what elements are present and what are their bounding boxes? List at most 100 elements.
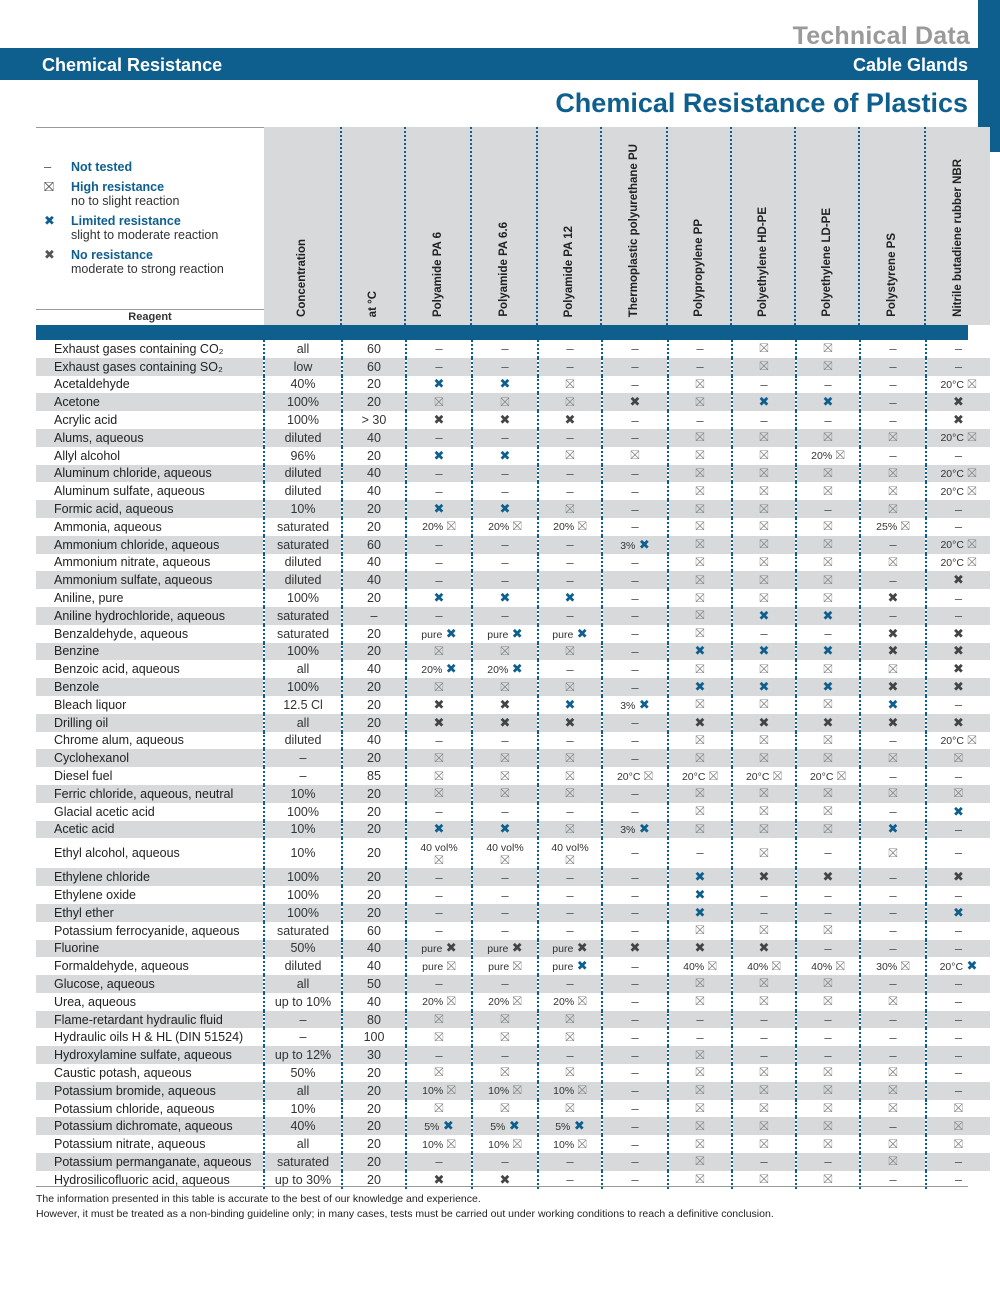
- high-resistance-icon: ⛝: [695, 732, 705, 747]
- no-resistance-icon: ✖: [445, 940, 457, 956]
- high-resistance-icon: ⛝: [759, 976, 769, 991]
- not-tested-icon: –: [435, 804, 443, 820]
- no-resistance-icon: ✖: [433, 1171, 445, 1187]
- no-resistance-icon: ✖: [511, 940, 523, 956]
- not-tested-icon: –: [889, 1029, 897, 1045]
- resistance-cell: ✖: [668, 903, 733, 922]
- resistance-cell: ⛝: [472, 393, 539, 412]
- reagent-name: Aniline, pure: [36, 589, 265, 607]
- resistance-cell: ⛝: [796, 517, 861, 536]
- not-tested-icon: –: [435, 1047, 443, 1063]
- resistance-cell: –: [406, 571, 473, 590]
- reagent-name: Aniline hydrochloride, aqueous: [36, 606, 265, 625]
- resistance-cell: ⛝: [796, 1064, 861, 1082]
- resistance-cell: –: [796, 1028, 861, 1047]
- table-row: Ferric chloride, aqueous, neutral 10% 20 ⛝ ⛝…: [36, 784, 990, 803]
- resistance-cell: 20% ⛝: [472, 517, 539, 536]
- temperature: 20: [342, 903, 407, 922]
- limited-resistance-icon: ✖: [433, 821, 445, 837]
- no-resistance-icon: ✖: [564, 714, 576, 730]
- resistance-cell: ⛝: [472, 642, 539, 661]
- resistance-cell: –: [860, 340, 927, 358]
- resistance-cell: ⛝: [538, 820, 603, 839]
- resistance-cell: –: [796, 939, 861, 958]
- temperature: 20: [342, 446, 407, 465]
- high-resistance-icon: ⛝: [695, 923, 705, 938]
- high-resistance-icon: ⛝: [888, 846, 898, 861]
- resistance-cell: ✖: [668, 868, 733, 887]
- reagent-name: Caustic potash, aqueous: [36, 1064, 265, 1082]
- high-resistance-icon: ⛝: [836, 768, 847, 783]
- resistance-cell: –: [926, 1171, 990, 1189]
- not-tested-icon: –: [566, 661, 574, 677]
- concentration: 50%: [264, 939, 343, 958]
- not-tested-icon: –: [696, 1012, 704, 1028]
- section-title: Technical Data: [792, 22, 970, 50]
- not-tested-icon: –: [824, 1012, 832, 1028]
- resistance-cell: ⛝: [538, 678, 603, 696]
- resistance-cell: –: [602, 1153, 669, 1171]
- side-tab: [978, 0, 1000, 152]
- resistance-cell: ⛝: [732, 1064, 797, 1082]
- resistance-cell: 5% ✖: [406, 1117, 473, 1136]
- high-resistance-icon: ⛝: [695, 572, 705, 587]
- condition-note: 20%: [421, 664, 443, 677]
- not-tested-icon: –: [954, 519, 963, 535]
- limited-resistance-icon: ✖: [499, 447, 511, 463]
- high-resistance-icon: ⛝: [695, 804, 705, 819]
- resistance-cell: ⛝: [406, 784, 473, 803]
- reagent-name: Drilling oil: [36, 713, 265, 732]
- concentration: up to 30%: [264, 1170, 343, 1189]
- resistance-cell: –: [406, 340, 473, 358]
- table-row: Bleach liquor 12.5 Cl 20 ✖ ✖ ✖ 3% ✖ ⛝ ⛝ ⛝ ✖ –: [36, 695, 990, 714]
- limited-resistance-icon: ✖: [758, 607, 770, 623]
- resistance-cell: 10% ⛝: [538, 1081, 603, 1100]
- concentration: all: [264, 713, 343, 732]
- resistance-cell: –: [926, 886, 990, 904]
- limited-resistance-icon: ✖: [499, 376, 511, 392]
- resistance-cell: –: [926, 939, 990, 958]
- reagent-name: Bleach liquor: [36, 695, 265, 714]
- resistance-cell: –: [602, 428, 669, 447]
- resistance-cell: –: [860, 1117, 927, 1136]
- high-resistance-icon: ⛝: [888, 1136, 898, 1151]
- limited-resistance-icon: ✖: [442, 1118, 454, 1134]
- high-resistance-icon: ⛝: [565, 376, 575, 391]
- concentration: 10%: [264, 1099, 343, 1118]
- high-resistance-icon: ⛝: [565, 786, 575, 801]
- high-resistance-icon: ⛝: [888, 750, 898, 765]
- legend-title: High resistance: [71, 180, 165, 194]
- no-resistance-icon: ✖: [433, 714, 445, 730]
- resistance-cell: ⛝: [860, 1064, 927, 1082]
- resistance-cell: –: [926, 767, 990, 785]
- table-row: Ethylene chloride 100% 20 – – – – ✖ ✖ ✖ – ✖: [36, 868, 990, 887]
- resistance-cell: ✖: [860, 820, 927, 839]
- high-resistance-icon: ⛝: [888, 786, 898, 801]
- resistance-cell: 3% ✖: [602, 535, 669, 554]
- not-tested-icon: –: [631, 1154, 639, 1170]
- resistance-cell: ⛝: [732, 838, 797, 869]
- not-tested-icon: –: [435, 359, 443, 375]
- table-row: Ammonium sulfate, aqueous diluted 40 – – – – ⛝ ⛝…: [36, 571, 990, 590]
- temperature: 40: [342, 939, 407, 958]
- resistance-cell: 20°C ⛝: [732, 767, 797, 785]
- resistance-cell: pure ✖: [472, 624, 539, 643]
- resistance-cell: –: [602, 464, 669, 483]
- resistance-cell: ⛝: [796, 1170, 861, 1189]
- resistance-cell: ⛝: [796, 464, 861, 483]
- resistance-cell: ⛝: [796, 482, 861, 501]
- table-row: Acetone 100% 20 ⛝ ⛝ ⛝ ✖ ⛝ ✖ ✖ – ✖: [36, 393, 990, 412]
- limited-resistance-icon: ✖: [499, 590, 511, 606]
- resistance-cell: ⛝: [668, 749, 733, 768]
- table-row: Benzaldehyde, aqueous saturated 20 pure ✖ pu…: [36, 624, 990, 643]
- resistance-cell: ⛝: [860, 1081, 927, 1100]
- resistance-cell: ⛝: [732, 992, 797, 1011]
- condition-note: 20%: [487, 664, 509, 677]
- resistance-cell: ✖: [796, 642, 861, 661]
- concentration: 100%: [264, 411, 343, 429]
- resistance-cell: ⛝: [668, 992, 733, 1011]
- limited-resistance-icon: ✖: [758, 643, 770, 659]
- not-tested-icon: –: [501, 430, 509, 446]
- table-row: Aniline, pure 100% 20 ✖ ✖ ✖ – ⛝ ⛝ ⛝ ✖ –: [36, 589, 990, 607]
- resistance-cell: –: [472, 886, 539, 904]
